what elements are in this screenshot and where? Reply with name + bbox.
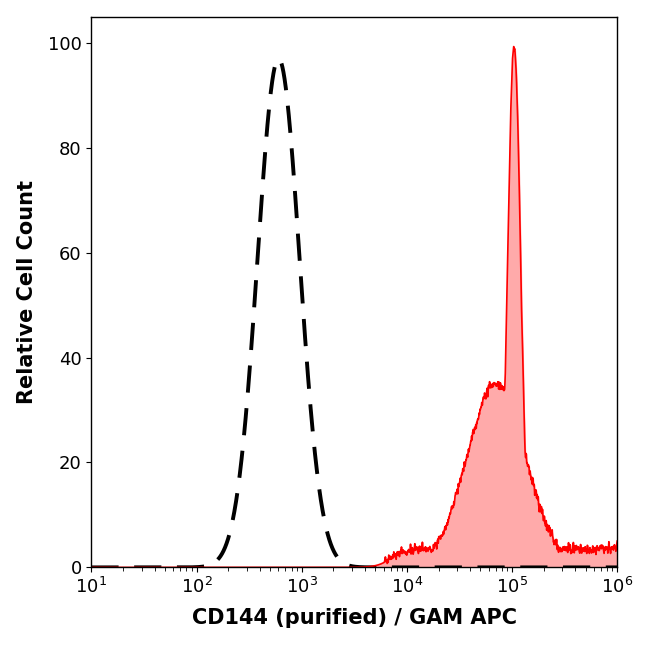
X-axis label: CD144 (purified) / GAM APC: CD144 (purified) / GAM APC: [192, 608, 517, 628]
Y-axis label: Relative Cell Count: Relative Cell Count: [17, 180, 36, 404]
